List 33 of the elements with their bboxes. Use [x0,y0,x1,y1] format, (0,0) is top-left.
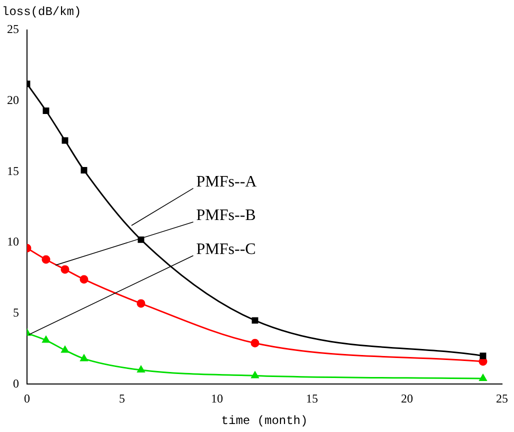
point [250,338,260,348]
x-tick-label: 20 [401,392,413,406]
x-tick-label: 0 [24,392,30,406]
x-tick-label: 25 [496,392,508,406]
x-tick-label: 5 [119,392,125,406]
x-tick-label: 10 [211,392,223,406]
point [251,371,259,378]
point [42,108,50,114]
y-tick-label: 0 [13,376,19,390]
annotation: PMFs--C [196,240,256,258]
y-tick-label: 10 [7,234,19,249]
point [480,352,486,360]
point [137,366,145,373]
point [479,374,487,382]
point [42,336,50,343]
point [80,167,88,174]
y-axis-title: loss(dB/km) [2,5,82,20]
x-axis-title: time (month) [221,414,308,428]
point [80,354,88,362]
annotation: PMFs--A [196,174,258,191]
point [42,255,50,264]
y-tick-label: 25 [7,22,19,36]
point [136,299,146,308]
y-tick-label: 15 [7,164,19,178]
x-tick-label: 15 [306,392,318,406]
y-tick-label: 5 [13,306,19,320]
annotation: PMFs--B [196,207,256,224]
point [60,265,70,274]
point [61,346,69,353]
point [62,137,68,144]
point [80,275,88,284]
point [252,317,258,324]
y-tick-label: 20 [7,92,19,107]
